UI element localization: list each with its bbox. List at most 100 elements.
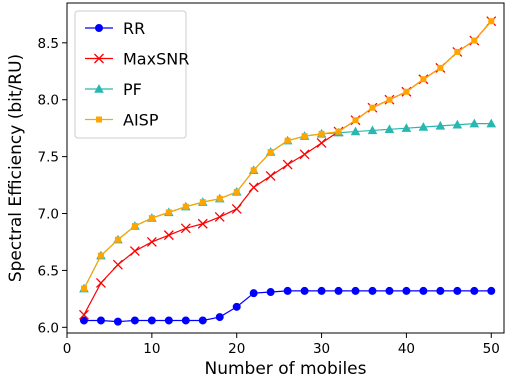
data-point-aisp — [148, 215, 155, 222]
data-point-aisp — [233, 188, 240, 195]
series-layer — [79, 16, 497, 326]
data-point-rr — [419, 286, 428, 295]
x-tick-label: 0 — [63, 341, 72, 357]
x-tick-label: 10 — [143, 341, 160, 357]
y-tick-label: 7.5 — [38, 150, 59, 166]
data-point-aisp — [437, 64, 444, 71]
data-point-maxsnr — [265, 171, 276, 181]
marker-stroke — [282, 159, 293, 170]
legend-item-aisp: AISP — [85, 111, 159, 130]
marker-stroke — [231, 204, 242, 214]
data-point-aisp — [165, 209, 172, 216]
data-point-maxsnr — [95, 277, 106, 288]
data-point-aisp — [114, 236, 121, 243]
data-point-pf — [401, 123, 412, 132]
data-point-pf — [486, 118, 497, 128]
data-point-aisp — [403, 88, 410, 95]
data-point-aisp — [454, 48, 461, 55]
data-point-pf — [435, 120, 446, 130]
y-tick-label: 8.5 — [38, 36, 59, 52]
data-point-maxsnr — [231, 204, 242, 214]
marker-stroke — [95, 277, 106, 288]
data-point-rr — [436, 286, 445, 295]
legend-marker-rr — [95, 23, 104, 32]
legend-label-pf: PF — [123, 80, 142, 99]
data-point-rr — [283, 286, 292, 295]
data-point-pf — [367, 125, 378, 135]
data-point-aisp — [352, 117, 359, 124]
legend-label-maxsnr: MaxSNR — [123, 50, 189, 69]
data-point-pf — [418, 122, 429, 131]
y-tick-label: 7.0 — [38, 207, 59, 223]
x-tick-label: 50 — [483, 341, 500, 357]
data-point-maxsnr — [282, 159, 293, 170]
marker-stroke — [79, 309, 89, 320]
legend-item-maxsnr: MaxSNR — [85, 50, 189, 69]
y-tick-label: 6.5 — [38, 263, 59, 279]
data-point-rr — [470, 286, 479, 295]
data-point-pf — [350, 126, 361, 136]
data-point-aisp — [488, 18, 495, 25]
marker-stroke — [180, 223, 191, 234]
data-point-maxsnr — [163, 230, 174, 241]
data-point-rr — [164, 316, 173, 325]
marker-stroke — [112, 259, 123, 270]
data-point-aisp — [250, 167, 257, 174]
data-point-rr — [487, 286, 496, 295]
series-line-pf — [83, 123, 492, 289]
data-point-rr — [215, 313, 224, 322]
data-point-rr — [79, 316, 88, 325]
x-tick-label: 20 — [228, 341, 245, 357]
x-tick-label: 30 — [313, 341, 330, 357]
data-point-pf — [384, 124, 395, 134]
data-point-maxsnr — [79, 309, 89, 320]
data-point-aisp — [369, 104, 376, 111]
data-point-aisp — [131, 223, 138, 230]
x-axis-label: Number of mobiles — [205, 359, 367, 379]
data-point-rr — [317, 286, 326, 295]
data-point-maxsnr — [248, 182, 259, 193]
legend-marker-maxsnr — [94, 53, 104, 64]
legend-marker-aisp — [96, 116, 103, 123]
data-point-maxsnr — [316, 138, 327, 148]
y-tick-label: 6.0 — [38, 320, 59, 336]
marker-stroke — [265, 171, 276, 181]
series-rr — [79, 286, 496, 326]
data-point-aisp — [284, 137, 291, 144]
data-point-aisp — [216, 195, 223, 202]
data-point-aisp — [318, 130, 325, 137]
y-tick-label: 8.0 — [38, 93, 59, 109]
marker-stroke — [214, 211, 225, 222]
data-point-rr — [334, 286, 343, 295]
marker-stroke — [316, 138, 327, 148]
data-point-maxsnr — [299, 149, 310, 160]
data-point-rr — [147, 316, 156, 325]
data-point-rr — [351, 286, 360, 295]
data-point-rr — [232, 302, 241, 311]
data-point-rr — [266, 288, 275, 297]
data-point-maxsnr — [214, 211, 225, 222]
data-point-aisp — [335, 128, 342, 135]
data-point-rr — [385, 286, 394, 295]
data-point-pf — [469, 118, 480, 128]
marker-stroke — [248, 182, 259, 193]
data-point-aisp — [80, 285, 87, 292]
x-tick-label: 40 — [398, 341, 415, 357]
data-point-rr — [300, 286, 309, 295]
legend-item-pf: PF — [85, 80, 142, 99]
data-point-aisp — [420, 76, 427, 83]
data-point-maxsnr — [146, 237, 157, 247]
data-point-aisp — [471, 37, 478, 44]
legend-box — [74, 10, 187, 139]
series-aisp — [80, 18, 495, 292]
data-point-rr — [368, 286, 377, 295]
data-point-pf — [452, 119, 463, 129]
data-point-rr — [453, 286, 462, 295]
legend: RR MaxSNR PF AISP — [74, 10, 189, 139]
data-point-aisp — [199, 199, 206, 206]
data-point-maxsnr — [129, 246, 140, 257]
marker-stroke — [299, 149, 310, 160]
data-point-rr — [198, 316, 207, 325]
series-line-rr — [83, 290, 492, 323]
